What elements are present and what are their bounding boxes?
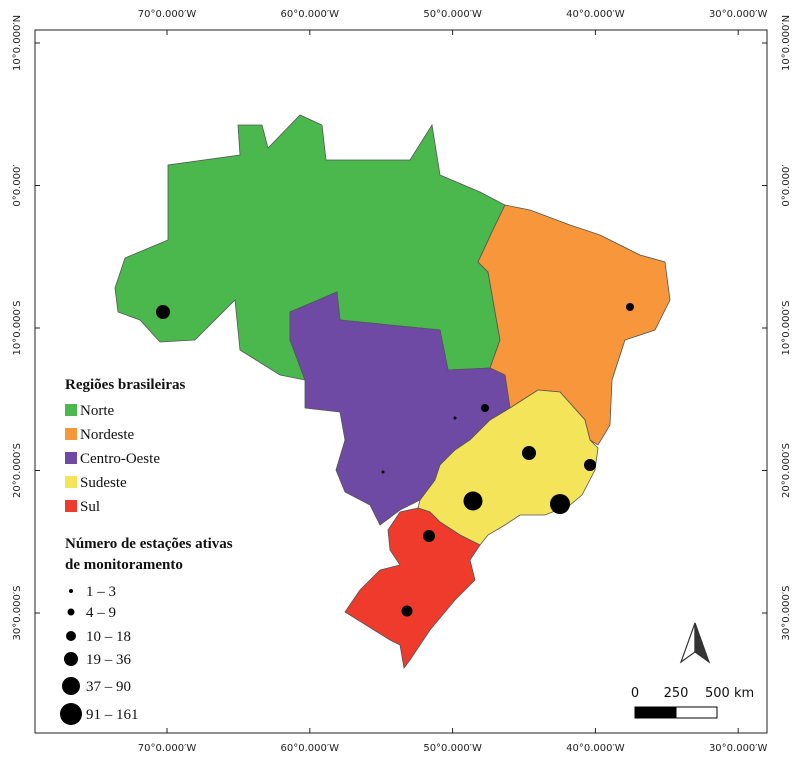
legend-label: Sudeste: [80, 475, 127, 491]
regions-legend-title: Regiões brasileiras: [65, 377, 186, 393]
scale-label: 0: [631, 686, 639, 701]
legend-label: 4 – 9: [86, 605, 116, 621]
station: [453, 416, 457, 420]
lon-label: 50°0.000′W: [423, 9, 482, 20]
legend-label: 10 – 18: [86, 629, 131, 645]
stations-legend-title: Número de estações ativas: [65, 536, 233, 552]
lat-label: 10°0.000′N: [12, 15, 23, 71]
lat-label: 0°0.000′: [12, 164, 23, 207]
legend-label: 37 – 90: [86, 679, 131, 695]
station: [401, 605, 413, 617]
lat-label: 0°0.000′: [781, 164, 792, 207]
station: [626, 303, 634, 311]
scale-label: 500 km: [705, 686, 754, 701]
legend-label: Sul: [80, 499, 100, 515]
north-arrow: [679, 622, 711, 664]
lat-label: 20°0.000′S: [12, 443, 23, 498]
legend-label: 19 – 36: [86, 652, 132, 668]
station: [463, 491, 483, 511]
legend-label: Centro-Oeste: [80, 451, 160, 467]
station: [156, 305, 170, 319]
lon-label: 50°0.000′W: [423, 743, 482, 754]
lon-label: 40°0.000′W: [566, 9, 625, 20]
station: [481, 404, 489, 412]
lon-label: 60°0.000′W: [281, 9, 340, 20]
legend-swatch: [65, 476, 77, 488]
legend-label: 1 – 3: [86, 584, 116, 600]
legend-dot: [69, 589, 73, 593]
lon-label: 30°0.000′W: [709, 743, 768, 754]
legend-swatch: [65, 500, 77, 512]
scale-label: 250: [664, 686, 689, 701]
legend-label: Norte: [80, 403, 114, 419]
legend-dot: [62, 677, 80, 695]
lat-label: 30°0.000′S: [12, 586, 23, 641]
station: [550, 494, 570, 514]
legend-label: 91 – 161: [86, 707, 139, 723]
station: [423, 530, 435, 542]
lat-label: 10°0.000′N: [781, 15, 792, 71]
lon-label: 70°0.000′W: [138, 9, 197, 20]
legend-dot: [67, 608, 75, 616]
lon-label: 30°0.000′W: [709, 9, 768, 20]
stations-legend-title: de monitoramento: [65, 557, 183, 573]
lat-label: 20°0.000′S: [781, 443, 792, 498]
legend-dot: [66, 631, 76, 641]
lat-label: 10°0.000′S: [781, 301, 792, 356]
stations: [156, 303, 634, 617]
legend-swatch: [65, 452, 77, 464]
region-nordeste: [477, 204, 671, 446]
station: [584, 459, 596, 471]
legend-swatch: [65, 404, 77, 416]
scale-bar: [634, 706, 718, 719]
legend-dot: [60, 703, 82, 725]
lat-label: 10°0.000′S: [12, 301, 23, 356]
station: [522, 446, 536, 460]
legend-swatch: [65, 428, 77, 440]
lon-label: 40°0.000′W: [566, 743, 625, 754]
region-sul: [344, 507, 481, 669]
lat-label: 30°0.000′S: [781, 586, 792, 641]
station: [381, 470, 385, 474]
lon-label: 70°0.000′W: [138, 743, 197, 754]
lon-label: 60°0.000′W: [281, 743, 340, 754]
legend-dot: [64, 652, 78, 666]
legend-label: Nordeste: [80, 427, 134, 443]
